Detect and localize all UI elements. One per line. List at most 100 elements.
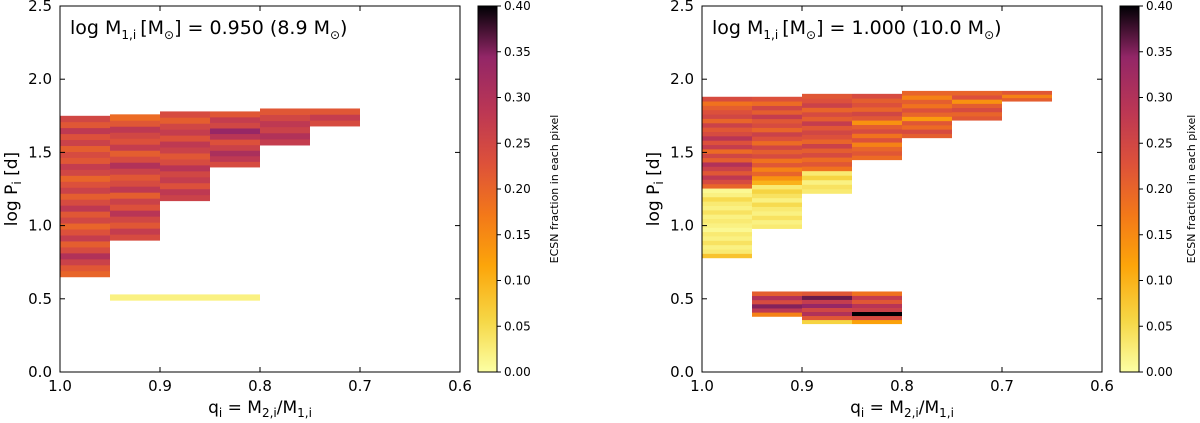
heatmap-cell — [702, 249, 752, 254]
heatmap-cell — [752, 193, 802, 199]
heatmap-cell — [752, 96, 802, 102]
heatmap-cell — [802, 130, 852, 135]
heatmap-cell — [210, 116, 260, 123]
heatmap-cell — [902, 99, 952, 105]
heatmap-cell — [702, 236, 752, 241]
heatmap-cell — [902, 95, 952, 100]
heatmap-cell — [702, 153, 752, 159]
heatmap-cell — [752, 105, 802, 111]
x-tick-label: 0.6 — [448, 377, 472, 395]
heatmap-cell — [702, 144, 752, 150]
heatmap-cell — [60, 163, 110, 170]
heatmap-cell — [852, 137, 902, 143]
heatmap-cell — [952, 99, 1002, 104]
heatmap-cell — [702, 166, 752, 172]
y-tick-label: 1.0 — [28, 217, 52, 235]
heatmap-cell — [260, 108, 310, 115]
heatmap-cell — [752, 189, 802, 194]
colorbar-tick-label: 0.15 — [504, 228, 531, 242]
heatmap-cell — [60, 211, 110, 218]
colorbar-tick-label: 0.00 — [1146, 365, 1173, 379]
heatmap-cell — [702, 183, 752, 189]
heatmap-cell — [1002, 90, 1052, 95]
heatmap-cell — [902, 124, 952, 130]
colorbar-left: 0.00 0.05 0.10 0.15 0.20 0.25 0.30 0.35 0.40 ECS… — [477, 0, 561, 379]
heatmap-cell — [802, 157, 852, 163]
heatmap-cell — [60, 258, 110, 266]
colorbar-label-right: ECSN fraction in each pixel — [1185, 115, 1198, 264]
heatmap-cell — [60, 139, 110, 147]
heatmap-cell — [752, 224, 802, 229]
heatmap-cell — [702, 127, 752, 132]
heatmap-cell — [802, 311, 852, 317]
heatmap-cell — [802, 299, 852, 304]
heatmap-cell — [160, 117, 210, 124]
heatmap-cell — [752, 127, 802, 133]
heatmap-cell — [110, 168, 160, 175]
heatmap-cell — [160, 170, 210, 178]
heatmap-cell — [702, 179, 752, 185]
y-tick-label: 1.0 — [670, 217, 694, 235]
heatmap-cell — [802, 303, 852, 308]
colorbar-tick-label: 0.25 — [1146, 136, 1173, 150]
heatmap-cell — [260, 120, 310, 128]
heatmap-cell — [752, 308, 802, 313]
heatmap-cell — [802, 175, 852, 181]
heatmap-cell — [852, 128, 902, 134]
heatmap-cell — [110, 180, 160, 187]
heatmap-cell — [852, 291, 902, 296]
heatmap-cell — [702, 201, 752, 206]
x-tick-label: 0.6 — [1090, 377, 1114, 395]
heatmap-cell — [60, 223, 110, 230]
heatmap-cell — [60, 127, 110, 135]
heatmap-cell — [752, 215, 802, 221]
heatmap-cell — [260, 132, 310, 140]
heatmap-cell — [702, 205, 752, 211]
heatmap-cell — [752, 175, 802, 181]
heatmap-cell — [210, 133, 260, 140]
heatmap-cell — [852, 299, 902, 304]
heatmap-cell — [902, 120, 952, 126]
heatmap-cell — [60, 151, 110, 158]
heatmap-cell — [752, 153, 802, 159]
heatmap-cell — [702, 101, 752, 106]
heatmap-cell — [852, 295, 902, 300]
heatmap-cell — [802, 139, 852, 145]
heatmap-cell — [110, 150, 160, 157]
heatmap-cell — [752, 295, 802, 301]
heatmap-cell — [702, 222, 752, 228]
heatmap-cell — [110, 126, 160, 133]
heatmap-cell — [852, 155, 902, 161]
heatmap-cell — [702, 218, 752, 224]
heatmap-cell — [802, 120, 852, 126]
heatmap-cell — [110, 162, 160, 169]
heatmap-cell — [60, 252, 110, 260]
colorbar-tick-label: 0.30 — [504, 91, 531, 105]
heatmap-cell — [702, 209, 752, 215]
heatmap-cell — [210, 139, 260, 146]
heatmap-cell — [852, 124, 902, 130]
colorbar-tick-label: 0.20 — [504, 182, 531, 196]
colorbar-tick-label: 0.35 — [504, 45, 531, 59]
heatmap-cell — [160, 194, 210, 202]
y-tick-label: 2.0 — [28, 70, 52, 88]
heatmap-cell — [752, 131, 802, 137]
heatmap-cell — [852, 102, 902, 108]
heatmap-cell — [110, 210, 160, 217]
heatmap-cell — [702, 214, 752, 220]
x-tick-label: 0.9 — [148, 377, 172, 395]
heatmap-cell — [160, 111, 210, 118]
colorbar-tick-label: 0.00 — [504, 365, 531, 379]
colorbar-tick-label: 0.40 — [504, 0, 531, 13]
x-tick-label: 0.9 — [790, 377, 814, 395]
y-axis-label-left: log Pi [d] — [2, 152, 24, 226]
colorbar-right: 0.00 0.05 0.10 0.15 0.20 0.25 0.30 0.35 0.40 ECS… — [1119, 0, 1198, 379]
heatmap-cell — [952, 116, 1002, 121]
heatmap-cell — [752, 158, 802, 164]
heatmap-cell — [802, 143, 852, 149]
colorbar-tick-label: 0.10 — [1146, 274, 1173, 288]
right-panel: 1.0 0.9 0.8 0.7 0.6 0.0 0.5 1.0 1.5 2.0 2.5 log M… — [644, 0, 1198, 420]
heatmap-cell — [110, 174, 160, 181]
heatmap-cell — [752, 184, 802, 190]
heatmap-cell — [702, 231, 752, 237]
